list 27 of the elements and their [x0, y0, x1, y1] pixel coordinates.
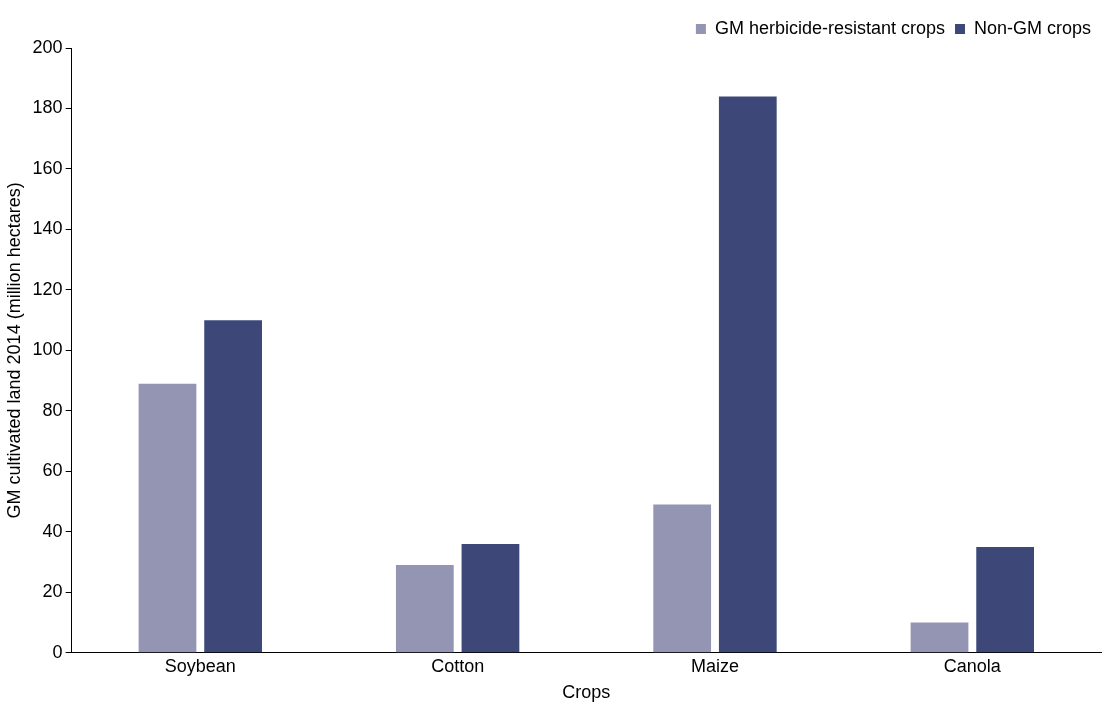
y-tick-label: 100 [32, 339, 63, 360]
y-tick-label: 60 [42, 460, 63, 481]
y-tick-label: 160 [32, 157, 63, 178]
y-tick-label: 180 [32, 97, 63, 118]
y-tick-label: 200 [32, 36, 63, 57]
bar [910, 622, 969, 653]
bar [653, 504, 712, 653]
bar [204, 320, 262, 653]
y-tick-label: 140 [32, 218, 63, 239]
y-tick-label: 0 [52, 641, 63, 662]
x-tick-label: Maize [690, 655, 739, 676]
x-axis-title: Crops [562, 682, 611, 703]
legend-label: GM herbicide-resistant crops [714, 17, 945, 38]
x-tick-label: Canola [943, 655, 1002, 676]
bar [718, 96, 777, 653]
bar [395, 565, 454, 653]
y-axis-title: GM cultivated land 2014 (million hectares) [3, 182, 24, 519]
y-tick-label: 40 [42, 520, 63, 541]
legend-label: Non-GM crops [973, 17, 1091, 38]
y-tick-label: 120 [32, 278, 63, 299]
x-tick-label: Cotton [431, 655, 485, 676]
y-tick-label: 20 [42, 581, 63, 602]
bar [461, 543, 520, 653]
y-tick-label: 80 [42, 399, 63, 420]
bar [976, 546, 1035, 653]
bar [138, 383, 197, 653]
x-tick-label: Soybean [164, 655, 236, 676]
